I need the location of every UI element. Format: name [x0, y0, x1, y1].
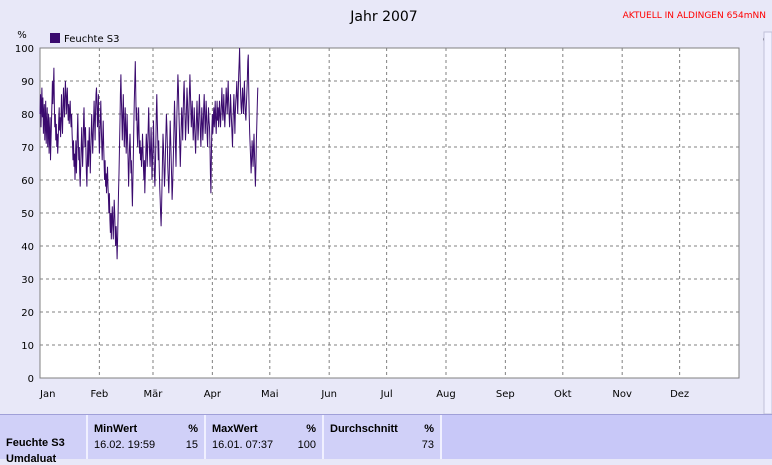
legend-swatch [50, 33, 60, 43]
summary-row-label-2: Umdaluat [6, 453, 57, 465]
grid-layer [40, 48, 739, 378]
y-tick-labels: 0 10 20 30 40 50 60 70 80 90 100 [15, 44, 34, 385]
x-tick-label: Feb [91, 389, 109, 400]
summary-panel: Feuchte S3 Umdaluat MinWert % 16.02. 19:… [0, 414, 772, 465]
min-datetime: 16.02. 19:59 [94, 439, 156, 451]
y-tick-label: 20 [21, 308, 34, 319]
x-tick-label: Dez [670, 389, 689, 400]
max-datetime: 16.01. 07:37 [212, 439, 274, 451]
scrollbar[interactable] [763, 31, 772, 414]
avg-unit: % [424, 423, 434, 435]
max-header: MaxWert [212, 423, 258, 435]
x-tick-label: Mai [261, 389, 279, 400]
summary-max-cell: MaxWert % 16.01. 07:37 100 [206, 415, 324, 459]
x-tick-label: Mär [144, 389, 164, 400]
summary-row-label: Feuchte S3 [6, 437, 65, 449]
avg-value: 73 [421, 439, 434, 451]
x-tick-label: Apr [204, 389, 222, 400]
x-tick-label: Okt [554, 389, 572, 400]
y-tick-label: 90 [21, 77, 34, 88]
y-tick-label: 30 [21, 275, 34, 286]
legend: Feuchte S3 [50, 33, 120, 45]
y-tick-label: 50 [21, 209, 34, 220]
avg-header: Durchschnitt [330, 423, 398, 435]
y-tick-label: 100 [15, 44, 34, 55]
y-tick-label: 40 [21, 242, 34, 253]
x-tick-label: Jul [380, 389, 393, 400]
y-tick-label: 10 [21, 341, 34, 352]
min-value: 15 [185, 439, 198, 451]
y-tick-label: 60 [21, 176, 34, 187]
y-tick-label: 70 [21, 143, 34, 154]
min-header: MinWert [94, 423, 138, 435]
summary-row-label-cell: Feuchte S3 Umdaluat [0, 415, 88, 465]
chart-title: Jahr 2007 [349, 9, 417, 25]
x-tick-label: Nov [612, 389, 632, 400]
legend-label: Feuchte S3 [64, 34, 120, 45]
x-tick-label: Jan [39, 389, 55, 400]
x-tick-label: Jun [320, 389, 337, 400]
humidity-chart: Jahr 2007 AKTUELL IN ALDINGEN 654mNN d %… [15, 9, 772, 414]
status-text: AKTUELL IN ALDINGEN 654mNN [623, 11, 766, 21]
y-axis-unit: % [17, 30, 27, 41]
max-unit: % [306, 423, 316, 435]
summary-avg-cell: Durchschnitt % 73 [324, 415, 442, 459]
y-tick-label: 80 [21, 110, 34, 121]
x-tick-labels: Jan Feb Mär Apr Mai Jun Jul Aug Sep Okt Nov Dez [39, 389, 689, 400]
series-line-feuchte-s3 [39, 47, 259, 260]
x-tick-label: Sep [496, 389, 515, 400]
max-value: 100 [297, 439, 316, 451]
y-tick-label: 0 [28, 374, 34, 385]
x-tick-label: Aug [436, 389, 456, 400]
summary-min-cell: MinWert % 16.02. 19:59 15 [88, 415, 206, 459]
min-unit: % [188, 423, 198, 435]
